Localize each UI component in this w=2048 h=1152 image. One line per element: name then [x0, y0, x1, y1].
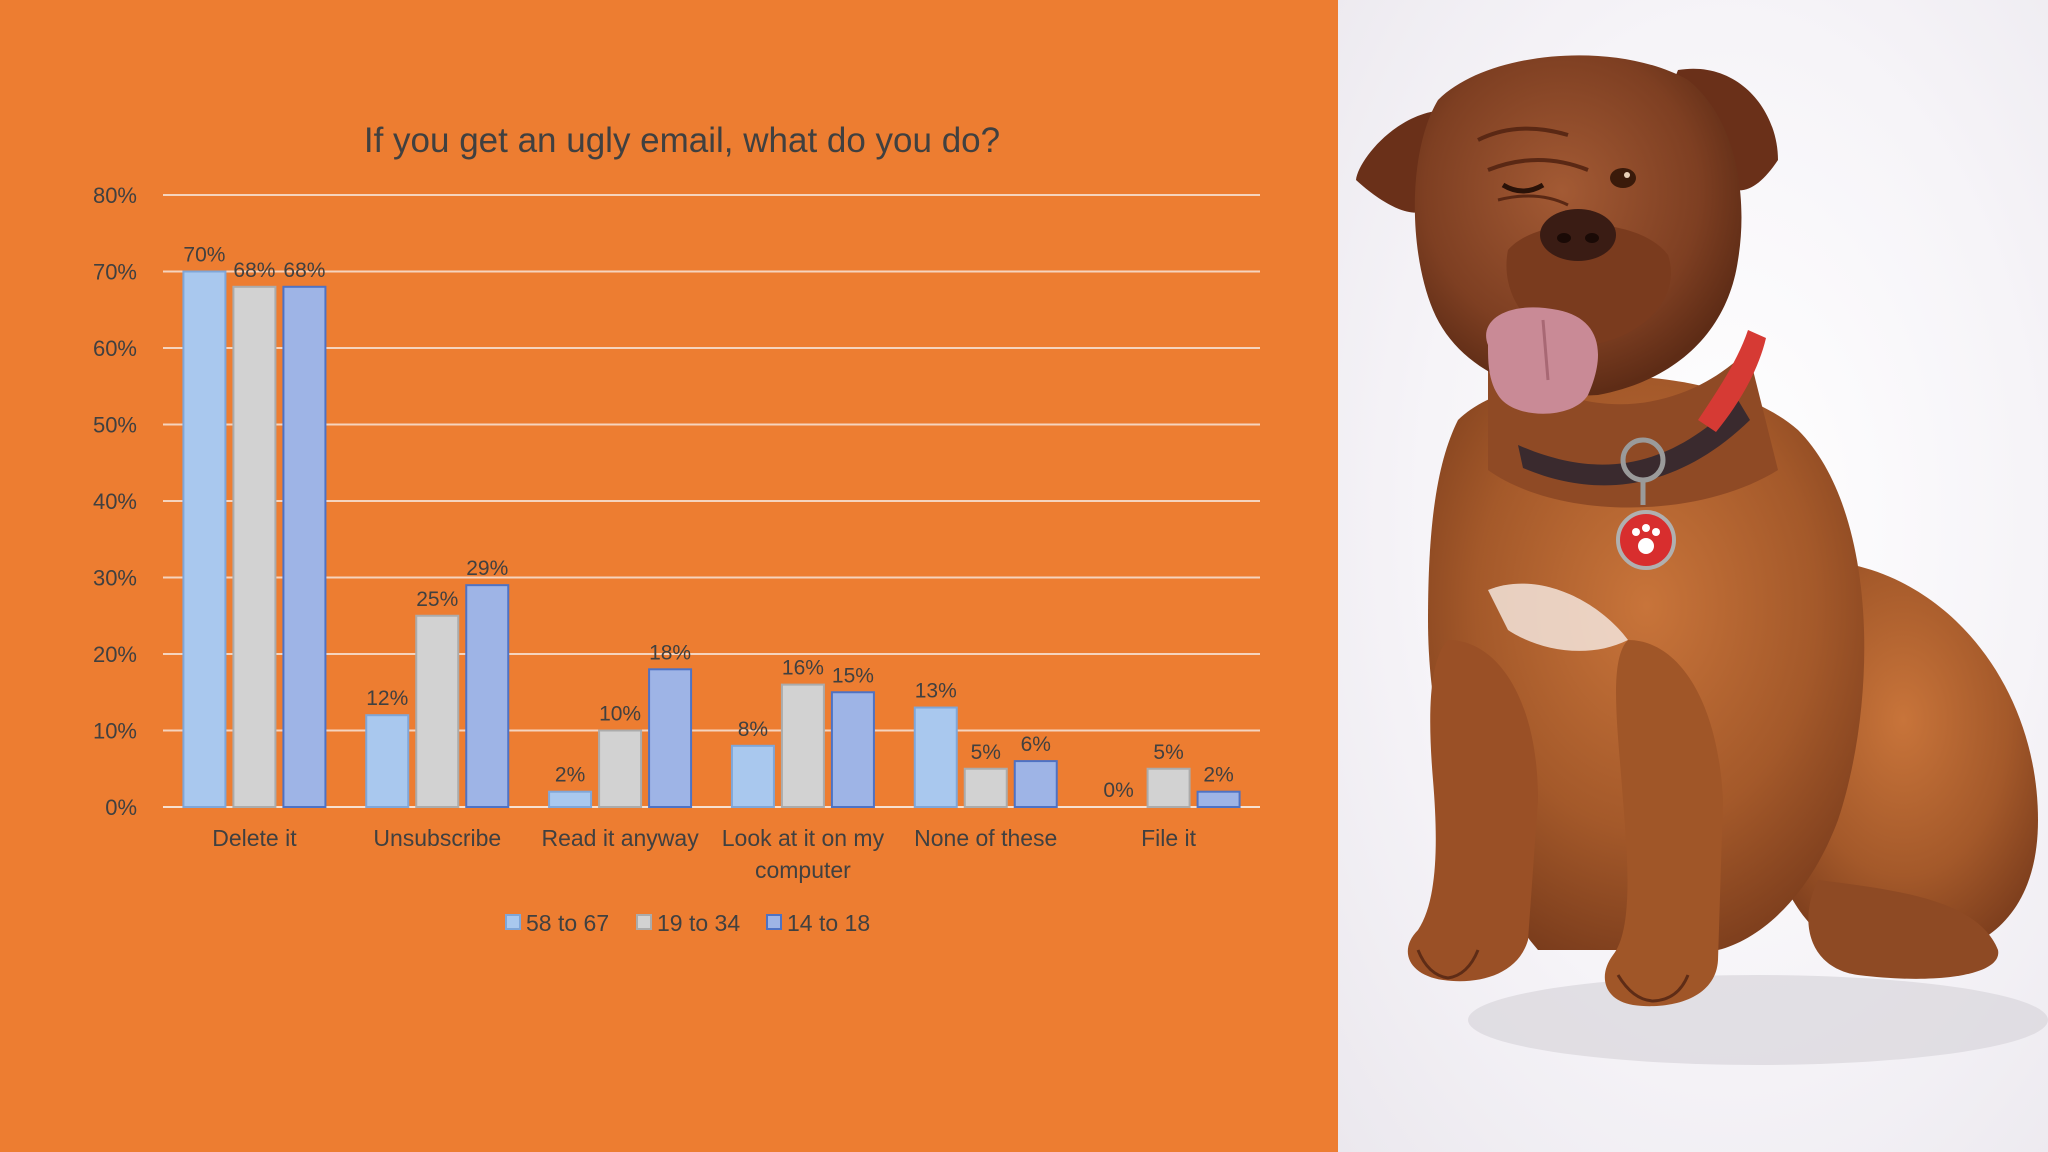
data-label: 29%	[466, 557, 508, 580]
data-label: 68%	[283, 259, 325, 282]
chart-title: If you get an ugly email, what do you do…	[364, 121, 1000, 160]
bar	[830, 691, 875, 808]
data-label: 6%	[1021, 733, 1051, 756]
bar	[1013, 760, 1058, 808]
bar	[963, 767, 1008, 808]
legend-swatch	[766, 914, 782, 930]
data-label: 5%	[1153, 741, 1183, 764]
y-tick-label: 30%	[93, 566, 137, 591]
bar	[232, 285, 277, 808]
x-tick-label: Look at it on my	[722, 825, 885, 851]
y-axis-labels: 0% 10% 20% 30% 40% 50% 60% 70% 80%	[93, 183, 137, 820]
dog-photo	[1338, 0, 2048, 1152]
bar	[365, 714, 410, 809]
chart-panel: If you get an ugly email, what do you do…	[0, 0, 1338, 1152]
legend-label: 58 to 67	[526, 910, 609, 936]
x-tick-label: Read it anyway	[541, 825, 699, 851]
bar	[282, 285, 327, 808]
y-tick-label: 70%	[93, 260, 137, 285]
bar	[780, 683, 825, 808]
legend-label: 14 to 18	[787, 910, 870, 936]
legend-label: 19 to 34	[657, 910, 740, 936]
y-tick-label: 40%	[93, 489, 137, 514]
bar	[548, 790, 593, 809]
data-label: 15%	[832, 664, 874, 687]
x-tick-label: None of these	[914, 825, 1057, 851]
bar	[415, 614, 460, 808]
x-tick-label: Delete it	[212, 825, 297, 851]
legend-swatch	[636, 914, 652, 930]
bar	[465, 584, 510, 809]
data-label: 10%	[599, 703, 641, 726]
bar-chart: If you get an ugly email, what do you do…	[0, 0, 1338, 1152]
y-tick-label: 10%	[93, 719, 137, 744]
y-tick-label: 60%	[93, 336, 137, 361]
x-tick-label: computer	[755, 857, 851, 883]
grid-lines	[163, 194, 1260, 808]
x-tick-label: Unsubscribe	[373, 825, 501, 851]
bar	[913, 706, 958, 808]
y-tick-label: 80%	[93, 183, 137, 208]
bar	[648, 668, 693, 808]
data-label: 70%	[183, 244, 225, 267]
legend-swatch	[505, 914, 521, 930]
bar	[730, 744, 775, 808]
data-label: 68%	[233, 259, 275, 282]
data-label: 12%	[366, 687, 408, 710]
data-label: 2%	[1203, 764, 1233, 787]
y-tick-label: 0%	[105, 795, 137, 820]
y-tick-label: 20%	[93, 642, 137, 667]
data-label: 18%	[649, 641, 691, 664]
x-axis-labels: Delete it Unsubscribe Read it anyway Look a…	[212, 825, 1196, 883]
data-labels: 70% 68% 68% 12% 25% 29% 2% 10% 18% 8% 16% 15% 13% 5% 6…	[183, 244, 1233, 803]
data-label: 8%	[738, 718, 768, 741]
bar	[1196, 790, 1241, 809]
dog-photo-icon	[1356, 55, 2048, 1065]
bar	[598, 729, 643, 808]
y-tick-label: 50%	[93, 413, 137, 438]
bars	[182, 270, 1241, 809]
data-label: 5%	[971, 741, 1001, 764]
data-label: 0%	[1103, 779, 1133, 802]
bar	[182, 270, 227, 808]
data-label: 16%	[782, 657, 824, 680]
x-tick-label: File it	[1141, 825, 1197, 851]
data-label: 25%	[416, 588, 458, 611]
data-label: 13%	[915, 680, 957, 703]
bar	[1146, 767, 1191, 808]
legend: 58 to 67 19 to 34 14 to 18	[505, 910, 870, 936]
data-label: 2%	[555, 764, 585, 787]
